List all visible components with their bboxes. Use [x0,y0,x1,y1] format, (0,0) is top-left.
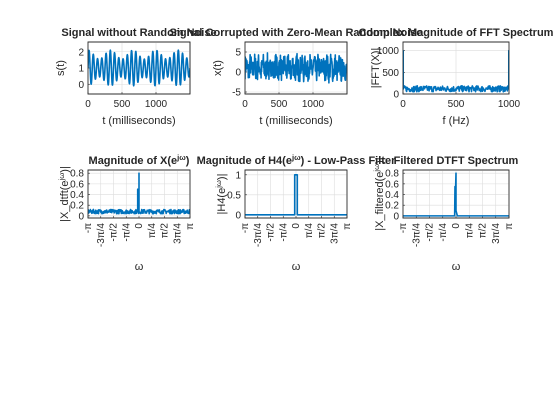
x-tick-label: π/4 [147,223,158,239]
x-tick-label: 0 [400,99,406,110]
x-tick-label: 3π/4 [491,223,502,244]
chart-title: Magnitude of H4(ejω) - Low-Pass Filter [197,153,396,168]
y-axis-label: |X_filtered(ejω)| [372,157,387,230]
y-tick-label: 500 [382,68,399,79]
subplot-4: -π -3π/4 -π/2 -π/4 0 π/4 π/2 3π/4 π00.20.40.60.8… [57,153,197,274]
x-tick-label: -π/2 [109,223,120,242]
x-axis-label: f (Hz) [443,115,470,127]
chart-title: Complex Magnitude of FFT Spectrum [359,27,554,39]
x-tick-label: -π [240,223,251,233]
y-tick-label: 0.6 [385,179,399,190]
x-tick-label: -3π/4 [96,223,107,248]
x-tick-label: 500 [114,99,131,110]
subplot-3: 0 500 1000 0 500 1000 Complex Magnitude of FFT… [359,27,554,127]
chart-title: Filtered DTFT Spectrum [394,155,519,167]
y-tick-label: 0.2 [70,201,84,212]
x-tick-label: 0 [291,223,302,229]
x-tick-label: -π/4 [121,223,132,242]
x-tick-label: π [342,223,353,230]
x-tick-label: 0 [85,99,91,110]
y-tick-label: 0.8 [70,169,84,180]
y-tick-label: 1 [78,64,84,75]
x-tick-label: 0 [134,223,145,229]
x-tick-label: π/4 [304,223,315,239]
y-tick-label: 1000 [377,46,400,57]
y-tick-label: 5 [235,48,241,59]
x-tick-label: π/4 [464,223,475,239]
y-tick-label: -5 [232,88,241,99]
x-tick-label: 3π/4 [172,223,183,244]
x-tick-label: 500 [448,99,465,110]
x-tick-label: -π/4 [278,223,289,242]
y-tick-label: 0 [78,211,84,222]
y-tick-label: 1 [235,170,241,181]
y-tick-label: 0.5 [227,190,241,201]
chart-title: Signal Corrupted with Zero-Mean Random N… [169,27,422,39]
y-axis-label: |X_dtft(ejω)| [57,166,72,222]
x-tick-label: -3π/4 [253,223,264,248]
y-tick-label: 0.8 [385,169,399,180]
y-axis-label: |FFT(X)| [370,48,382,89]
series-line-1 [88,172,190,215]
x-tick-label: 500 [271,99,288,110]
chart-title: Magnitude of X(ejω) [89,153,190,168]
x-axis-label: t (milliseconds) [102,115,175,127]
subplot-1: 0 500 1000 0 1 2 Signal without Random Noise t … [55,27,217,127]
x-tick-label: -π [398,223,409,233]
y-axis-label: s(t) [55,60,67,76]
y-tick-label: 0 [235,210,241,221]
x-tick-label: π/2 [317,223,328,239]
x-axis-label: t (milliseconds) [259,115,332,127]
x-axis-label: ω [292,261,301,273]
subplot-5: -π -3π/4 -π/2 -π/4 0 π/4 π/2 3π/4 π00.51Magnitud… [197,153,396,274]
chart-title: Signal without Random Noise [61,27,216,39]
x-tick-label: π [504,223,515,230]
x-tick-label: 0 [451,223,462,229]
x-tick-label: 1000 [145,99,168,110]
x-tick-label: -π/2 [425,223,436,242]
y-axis-label: |H4(ejω)| [214,174,229,215]
x-tick-label: π [185,223,196,230]
x-tick-label: 3π/4 [329,223,340,244]
y-axis-label: x(t) [212,60,224,76]
x-tick-label: π/2 [160,223,171,239]
subplot-6: -π -3π/4 -π/2 -π/4 0 π/4 π/2 3π/4 π00.20.40.60.8… [372,155,519,273]
y-tick-label: 0 [78,80,84,91]
x-tick-label: -π/4 [438,223,449,242]
y-tick-label: 0.2 [385,201,399,212]
series-line-1 [245,52,347,84]
y-tick-label: 0 [393,90,399,101]
x-tick-label: -π/2 [266,223,277,242]
y-tick-label: 0 [235,68,241,79]
x-tick-label: -π [83,223,94,233]
x-axis-label: ω [135,261,144,273]
x-tick-label: 1000 [302,99,325,110]
x-tick-label: -3π/4 [411,223,422,248]
series-line-1 [88,49,190,87]
y-tick-label: 0.6 [70,179,84,190]
x-tick-label: π/2 [478,223,489,239]
series-line-1 [403,49,509,93]
series-line-1 [245,174,347,216]
series-line-1 [403,172,509,217]
x-tick-label: 0 [242,99,248,110]
x-tick-label: 1000 [498,99,521,110]
y-tick-label: 0 [393,211,399,222]
y-tick-label: 2 [78,47,84,58]
x-axis-label: ω [452,261,461,273]
y-tick-label: 0.4 [70,190,84,201]
y-tick-label: 0.4 [385,190,399,201]
